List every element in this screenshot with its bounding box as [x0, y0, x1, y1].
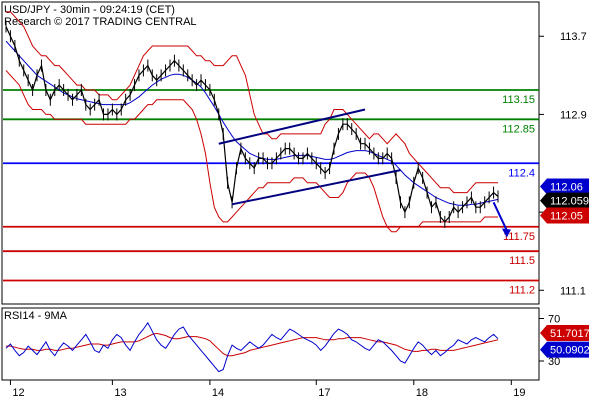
projection-line [492, 201, 508, 231]
price-tick-label: 112.9 [560, 109, 587, 121]
rsi-tag-box [540, 341, 589, 358]
level-label: 112.85 [502, 123, 535, 135]
bollinger-upper [6, 11, 498, 194]
rsi-tick-label: 30 [548, 356, 560, 368]
x-tick-label: 13 [114, 387, 126, 399]
price-line [5, 26, 499, 223]
rsi-line [5, 321, 499, 373]
price-tag-label: 112.059 [550, 196, 589, 208]
level-label: 111.5 [509, 255, 535, 267]
channel-upper-line [218, 108, 366, 145]
x-tick-label: 19 [513, 387, 525, 399]
rsi-tag-label: 50.0902 [550, 345, 590, 357]
bollinger-bands [5, 11, 498, 233]
x-tick-label: 18 [416, 387, 428, 399]
moving-average-line [5, 40, 499, 206]
x-tick-label: 14 [212, 387, 224, 399]
price-tick-label: 111.1 [560, 285, 586, 297]
price-tags: 112.06 112.059 112.05 [540, 178, 589, 224]
channel-lower-line [231, 169, 401, 206]
level-label: 111.2 [509, 285, 535, 297]
price-tag-label: 112.06 [550, 181, 583, 193]
rsi-tag-box [540, 324, 589, 341]
level-label: 113.15 [502, 94, 535, 106]
price-tag-label: 112.05 [550, 210, 583, 222]
projection-arrowhead [501, 228, 511, 238]
level-label: 112.4 [508, 167, 535, 179]
x-tick-label: 17 [318, 387, 330, 399]
x-axis: 12 13 14 17 18 19 [9, 380, 526, 399]
rsi-tags: 51.7017 50.0902 [540, 324, 590, 358]
rsi-panel-frame [1, 307, 540, 381]
bollinger-lower [5, 70, 498, 233]
projection-arrow [492, 201, 511, 238]
chart-title: USD/JPY - 30min - 09:24:19 (CET) [4, 4, 175, 16]
price-tag-box [540, 192, 589, 209]
price-series [5, 20, 499, 228]
rsi-lines [5, 321, 499, 373]
price-panel-frame [1, 1, 540, 305]
rsi-ma-line [6, 332, 499, 357]
price-tag-box [540, 178, 589, 195]
price-tick-label: 113.7 [560, 31, 587, 43]
chart-copyright: Research © 2017 TRADING CENTRAL [4, 16, 197, 28]
price-tag-box [540, 207, 589, 224]
rsi-tick-label: 70 [548, 314, 560, 326]
rsi-tag-label: 51.7017 [550, 328, 590, 340]
rsi-axis: 30 70 [539, 314, 560, 368]
rsi-title: RSI14 - 9MA [4, 310, 68, 322]
level-label: 111.75 [503, 231, 535, 243]
trend-channel [218, 108, 401, 206]
x-tick-label: 12 [12, 387, 24, 399]
moving-average [5, 40, 499, 206]
